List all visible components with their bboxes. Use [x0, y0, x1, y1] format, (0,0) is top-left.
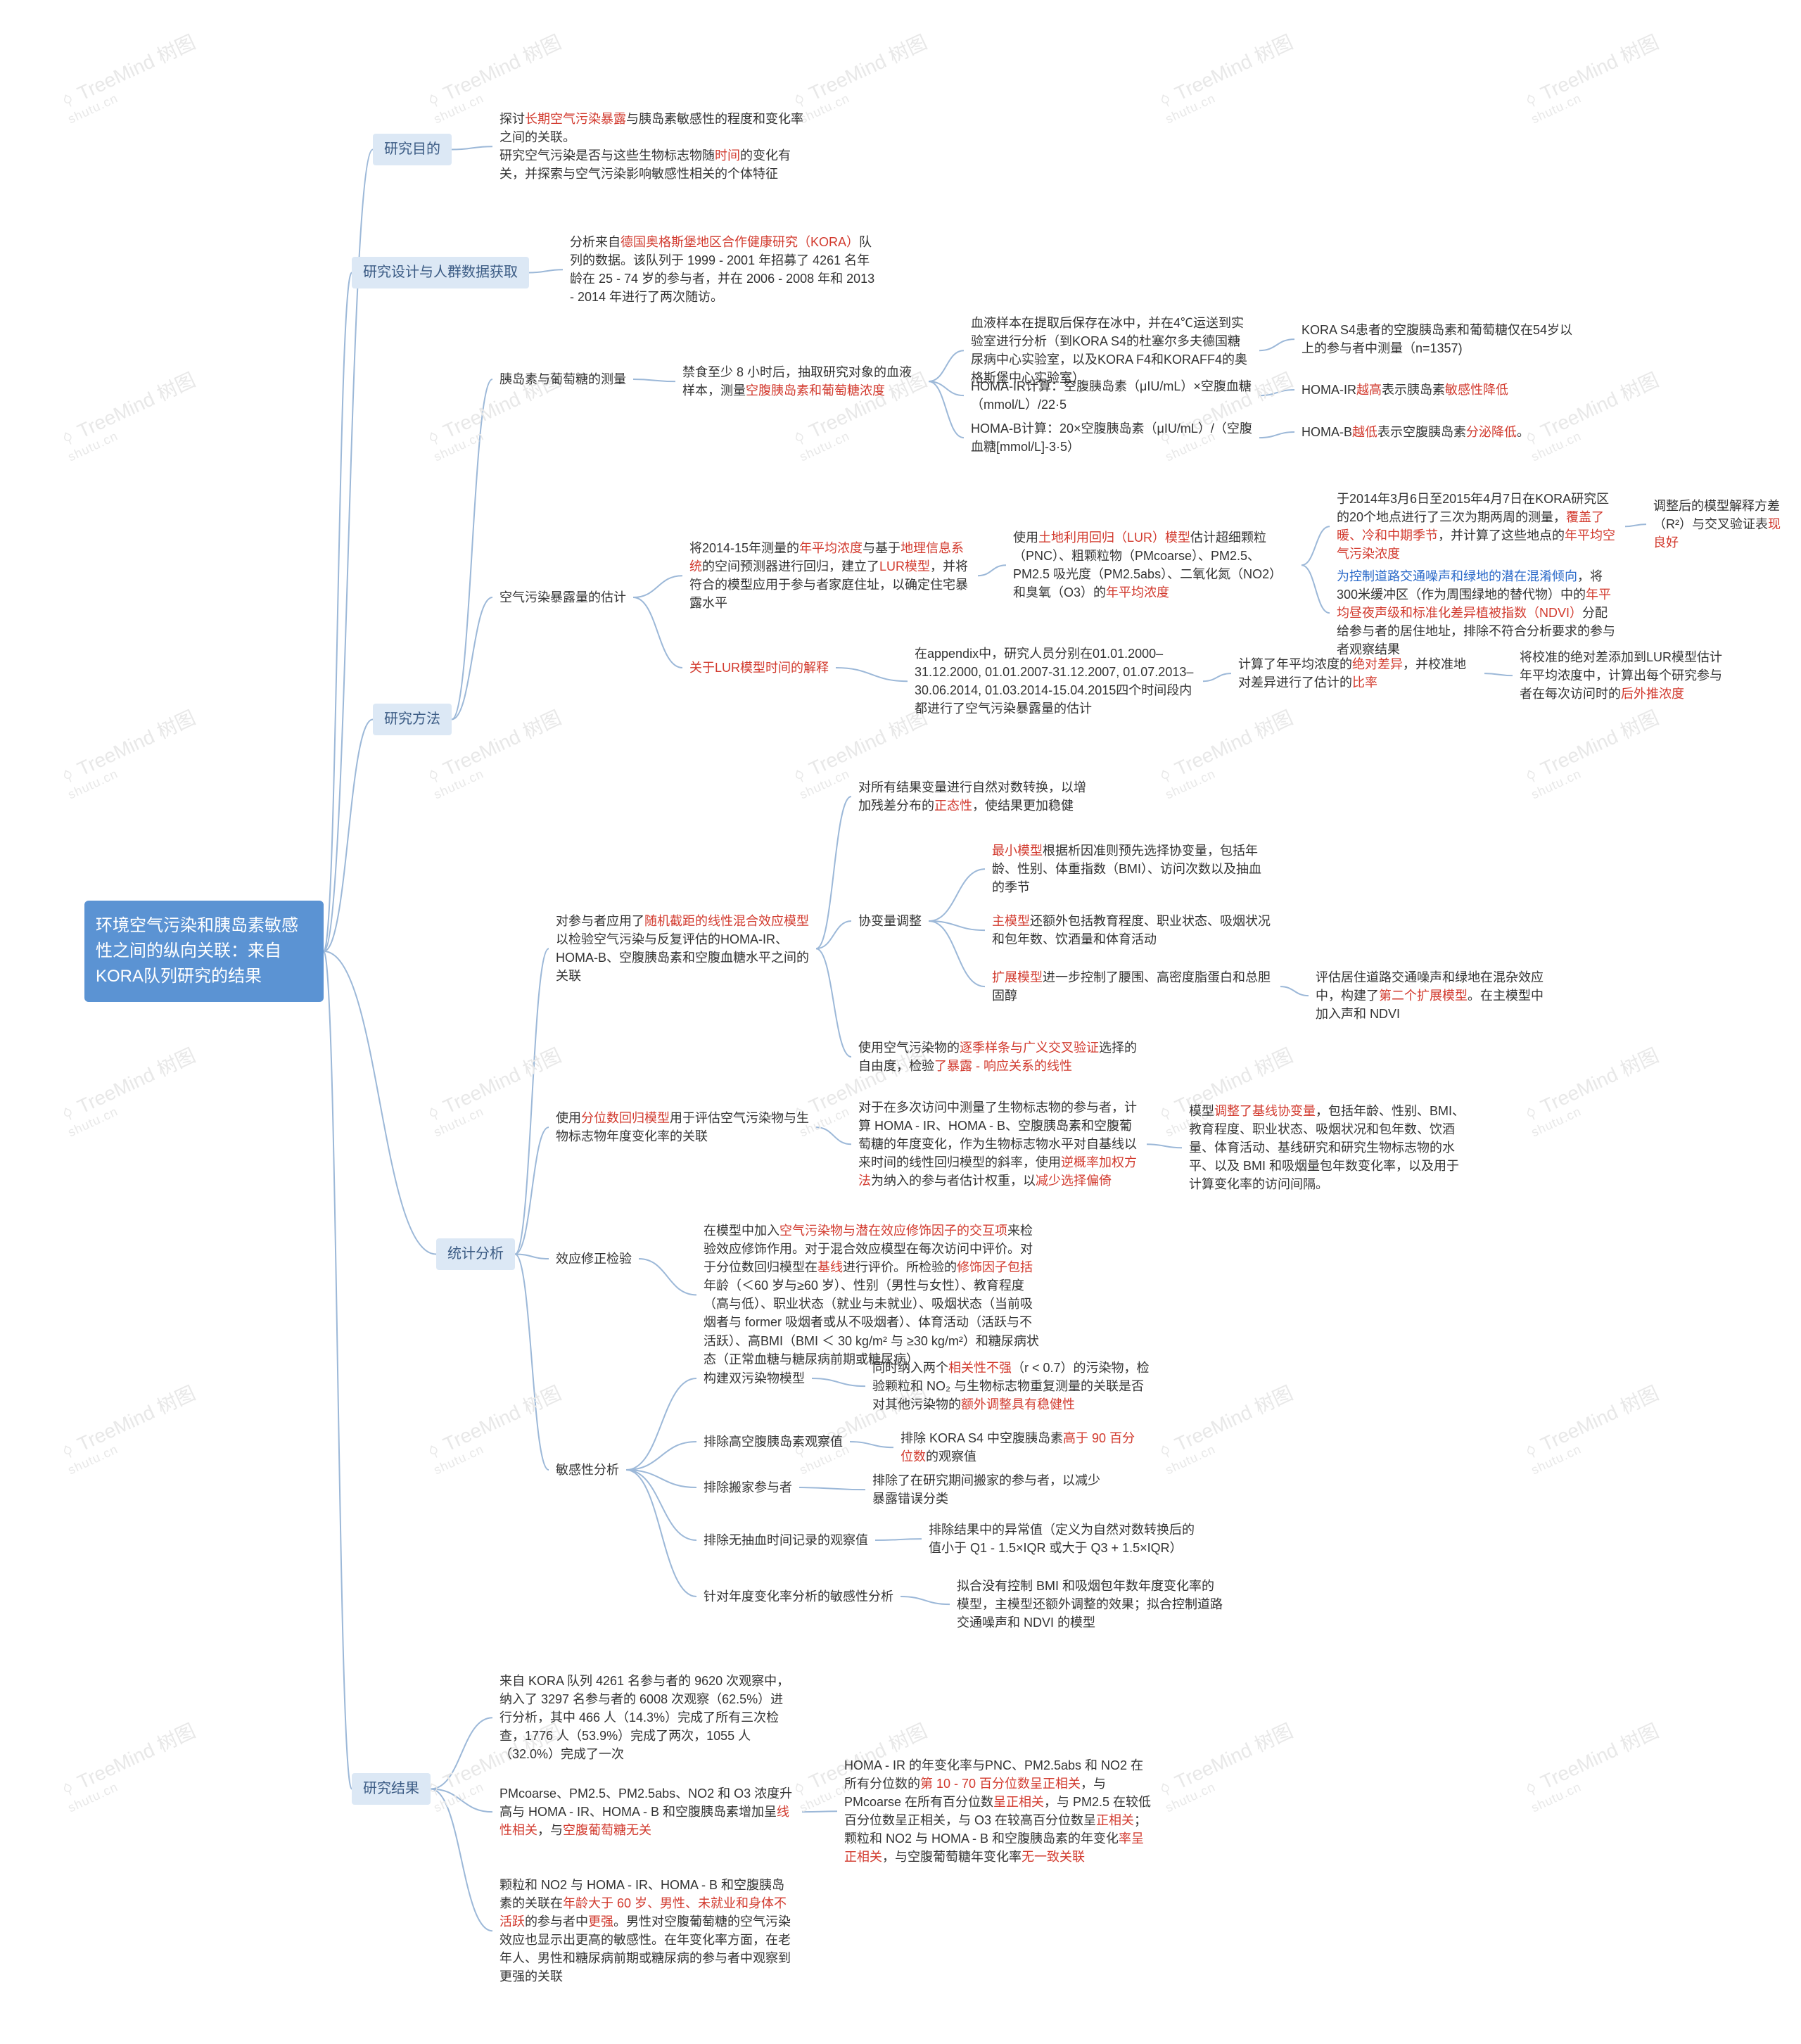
watermark: TreeMind 树图shutu.cn: [1517, 1378, 1668, 1478]
watermark: TreeMind 树图shutu.cn: [1152, 1716, 1302, 1816]
node-n8e: 针对年度变化率分析的敏感性分析: [696, 1583, 900, 1610]
node-n8e1: 拟合没有控制 BMI 和吸烟包年数年度变化率的模型，主模型还额外调整的效果；拟合…: [950, 1573, 1231, 1636]
watermark: TreeMind 树图shutu.cn: [54, 1378, 205, 1478]
watermark: TreeMind 树图shutu.cn: [54, 27, 205, 127]
node-n3d2: HOMA-B越低表示空腹胰岛素分泌降低。: [1294, 419, 1536, 445]
node-n8d: 排除无抽血时间记录的观察值: [696, 1527, 875, 1554]
watermark: TreeMind 树图shutu.cn: [54, 1716, 205, 1816]
node-n5c: 使用空气污染物的逐季样条与广义交叉验证选择的自由度，检验了暴露 - 响应关系的线…: [851, 1034, 1147, 1079]
node-n4a1a2: 调整后的模型解释方差（R²）与交叉验证表现良好: [1646, 493, 1794, 556]
watermark: TreeMind 树图shutu.cn: [54, 365, 205, 465]
watermark: TreeMind 树图shutu.cn: [54, 703, 205, 803]
node-n8c1: 排除了在研究期间搬家的参与者，以减少暴露错误分类: [865, 1467, 1119, 1512]
node-n10a: HOMA - IR 的年变化率与PNC、PM2.5abs 和 NO2 在所有分位…: [837, 1752, 1161, 1871]
node-n5a: 对所有结果变量进行自然对数转换，以增加残差分布的正态性，使结果更加稳健: [851, 774, 1105, 819]
node-n1: 探讨长期空气污染暴露与胰岛素敏感性的程度和变化率之间的关联。研究空气污染是否与这…: [492, 106, 816, 187]
node-n4a1: 使用土地利用回归（LUR）模型估计超细颗粒（PNC）、粗颗粒物（PMcoarse…: [1006, 524, 1302, 606]
section-s4: 统计分析: [436, 1238, 515, 1270]
node-n11: 颗粒和 NO2 与 HOMA - IR、HOMA - B 和空腹胰岛素的关联在年…: [492, 1872, 802, 1991]
node-n7a: 在模型中加入空气污染物与潜在效应修饰因子的交互项来检验效应修饰作用。对于混合效应…: [696, 1217, 1048, 1373]
node-n5b3a: 评估居住道路交通噪声和绿地在混杂效应中，构建了第二个扩展模型。在主模型中加入声和…: [1309, 964, 1562, 1027]
node-n5b3: 扩展模型进一步控制了腰围、高密度脂蛋白和总胆固醇: [985, 964, 1280, 1009]
node-n3c: HOMA-IR计算：空腹胰岛素（μIU/mL）×空腹血糖（mmol/L）/22·…: [964, 373, 1259, 418]
node-n4a: 将2014-15年测量的年平均浓度与基于地理信息系统的空间预测器进行回归，建立了…: [682, 535, 978, 616]
node-n4b2: 计算了年平均浓度的绝对差异，并校准地对差异进行了估计的比率: [1231, 651, 1484, 696]
watermark: TreeMind 树图shutu.cn: [1517, 1041, 1668, 1141]
node-n6a: 对于在多次访问中测量了生物标志物的参与者，计算 HOMA - IR、HOMA -…: [851, 1094, 1147, 1194]
node-n8b1: 排除 KORA S4 中空腹胰岛素高于 90 百分位数的观察值: [893, 1425, 1147, 1470]
section-s5: 研究结果: [352, 1773, 431, 1805]
node-n4a1a: 于2014年3月6日至2015年4月7日在KORA研究区的20个地点进行了三次为…: [1330, 485, 1625, 567]
node-n7: 效应修正检验: [549, 1245, 639, 1272]
watermark: TreeMind 树图shutu.cn: [54, 1041, 205, 1141]
node-n2: 分析来自德国奥格斯堡地区合作健康研究（KORA）队列的数据。该队列于 1999 …: [563, 229, 886, 310]
node-n4: 空气污染暴露量的估计: [492, 584, 633, 611]
node-n4b1: 在appendix中，研究人员分别在01.01.2000–31.12.2000,…: [908, 640, 1203, 722]
node-n8a: 构建双污染物模型: [696, 1365, 812, 1392]
node-n3c2: HOMA-IR越高表示胰岛素敏感性降低: [1294, 376, 1515, 403]
node-n8: 敏感性分析: [549, 1456, 626, 1483]
node-n8c: 排除搬家参与者: [696, 1474, 799, 1501]
node-n6b: 模型调整了基线协变量，包括年龄、性别、BMI、教育程度、职业状态、吸烟状况和包年…: [1182, 1098, 1477, 1198]
node-n4b: 关于LUR模型时间的解释: [682, 654, 836, 681]
node-n8d1: 排除结果中的异常值（定义为自然对数转换后的值小于 Q1 - 1.5×IQR 或大…: [922, 1516, 1203, 1561]
node-n3: 胰岛素与葡萄糖的测量: [492, 366, 633, 393]
node-n5b1: 最小模型根据析因准则预先选择协变量，包括年龄、性别、体重指数（BMI）、访问次数…: [985, 837, 1280, 901]
node-n3b2: KORA S4患者的空腹胰岛素和葡萄糖仅在54岁以上的参与者中测量（n=1357…: [1294, 317, 1590, 362]
node-n9: 来自 KORA 队列 4261 名参与者的 9620 次观察中，纳入了 3297…: [492, 1668, 802, 1767]
node-n5b2: 主模型还额外包括教育程度、职业状态、吸烟状况和包年数、饮酒量和体育活动: [985, 908, 1280, 953]
root-node: 环境空气污染和胰岛素敏感性之间的纵向关联：来自KORA队列研究的结果: [84, 901, 324, 1002]
node-n10: PMcoarse、PM2.5、PM2.5abs、NO2 和 O3 浓度升高与 H…: [492, 1780, 802, 1843]
section-s3: 研究方法: [373, 704, 452, 735]
node-n4b3: 将校准的绝对差添加到LUR模型估计年平均浓度中，计算出每个研究参与者在每次访问时…: [1513, 644, 1738, 707]
watermark: TreeMind 树图shutu.cn: [1152, 27, 1302, 127]
section-s1: 研究目的: [373, 134, 452, 165]
node-n8a1: 同时纳入两个相关性不强（r < 0.7）的污染物，检验颗粒和 NO₂ 与生物标志…: [865, 1354, 1161, 1418]
node-n8b: 排除高空腹胰岛素观察值: [696, 1428, 850, 1455]
node-n5b: 协变量调整: [851, 908, 929, 934]
watermark: TreeMind 树图shutu.cn: [1517, 1716, 1668, 1816]
watermark: TreeMind 树图shutu.cn: [1152, 1378, 1302, 1478]
node-n6: 使用分位数回归模型用于评估空气污染物与生物标志物年度变化率的关联: [549, 1105, 816, 1150]
watermark: TreeMind 树图shutu.cn: [1517, 27, 1668, 127]
node-n3a: 禁食至少 8 小时后，抽取研究对象的血液样本，测量空腹胰岛素和葡萄糖浓度: [675, 359, 929, 404]
section-s2: 研究设计与人群数据获取: [352, 257, 529, 288]
watermark: TreeMind 树图shutu.cn: [1517, 365, 1668, 465]
node-n5: 对参与者应用了随机截距的线性混合效应模型以检验空气污染与反复评估的HOMA-IR…: [549, 908, 816, 989]
node-n3d: HOMA-B计算：20×空腹胰岛素（μIU/mL）/（空腹血糖[mmol/L]-…: [964, 415, 1259, 460]
watermark: TreeMind 树图shutu.cn: [1517, 703, 1668, 803]
